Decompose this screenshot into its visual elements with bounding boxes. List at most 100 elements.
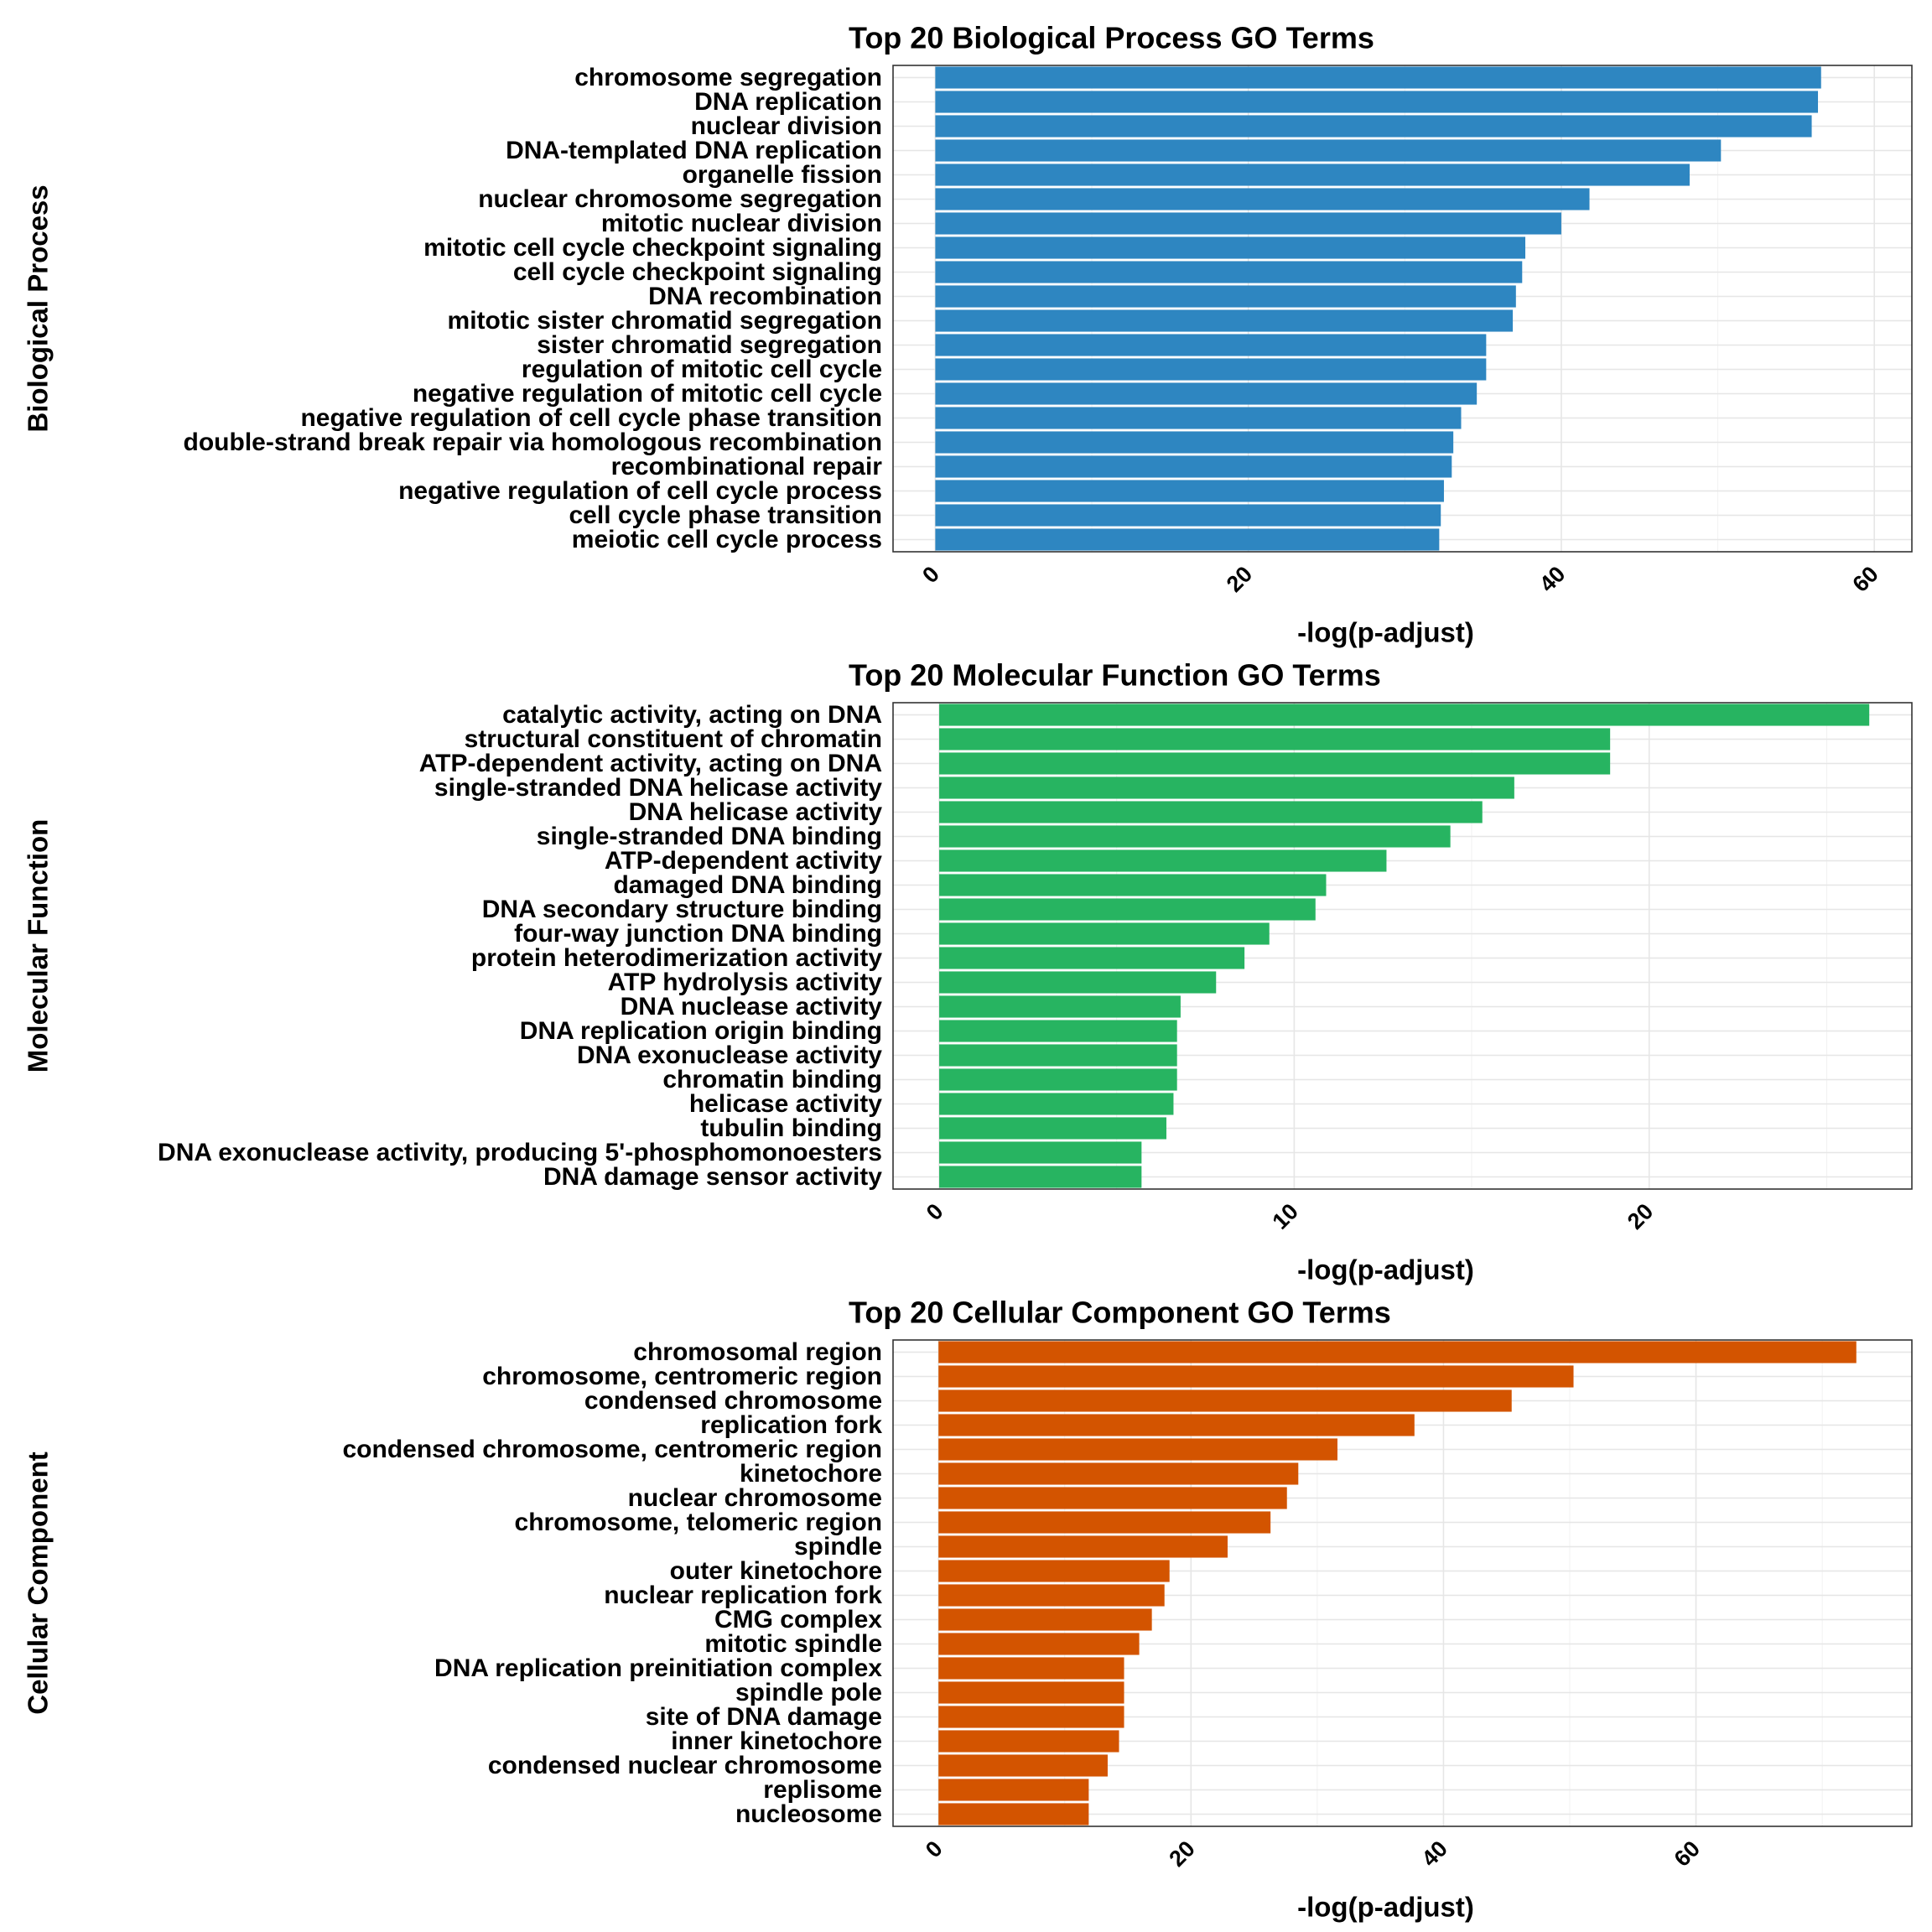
bar-mitotic-nuclear-division — [935, 212, 1561, 235]
category-label-dna-replication: DNA replication — [694, 88, 882, 116]
bar-spindle-pole — [938, 1681, 1124, 1704]
category-label-tubulin-binding: tubulin binding — [700, 1114, 882, 1142]
bar-damaged-dna-binding — [939, 874, 1327, 896]
panel-2-x-tick-label: 0 — [922, 1198, 948, 1225]
category-label-nucleosome: nucleosome — [735, 1800, 882, 1828]
bar-condensed-nuclear-chromosome — [938, 1754, 1108, 1777]
category-label-dna-templated-dna-replication: DNA-templated DNA replication — [506, 137, 882, 164]
category-label-atp-hydrolysis-activity: ATP hydrolysis activity — [608, 969, 883, 996]
panel-1-border — [892, 65, 1913, 553]
bar-chromosome-centromeric-region — [938, 1365, 1574, 1388]
bar-cell-cycle-checkpoint-signaling — [935, 261, 1523, 283]
category-label-protein-heterodimerization-activity: protein heterodimerization activity — [471, 944, 882, 972]
category-label-structural-constituent-of-chromatin: structural constituent of chromatin — [465, 725, 882, 753]
bar-dna-helicase-activity — [939, 801, 1483, 823]
bar-dna-recombination — [935, 285, 1516, 308]
panel-2-x-tick-label: 20 — [1623, 1198, 1658, 1233]
category-label-site-of-dna-damage: site of DNA damage — [646, 1703, 882, 1731]
category-label-catalytic-activity-acting-on-dna: catalytic activity, acting on DNA — [502, 701, 882, 729]
category-label-meiotic-cell-cycle-process: meiotic cell cycle process — [572, 526, 882, 553]
panel-1-y-axis-title: Biological Process — [23, 184, 54, 432]
bar-atp-dependent-activity-acting-on-dna — [939, 752, 1611, 775]
category-label-negative-regulation-of-cell-cycle-phase-transition: negative regulation of cell cycle phase … — [300, 404, 882, 432]
category-label-spindle-pole: spindle pole — [735, 1679, 882, 1706]
bar-dna-exonuclease-activity — [939, 1044, 1177, 1067]
category-label-mitotic-sister-chromatid-segregation: mitotic sister chromatid segregation — [448, 307, 882, 335]
category-label-double-strand-break-repair-via-homologous-recombination: double-strand break repair via homologou… — [184, 428, 882, 456]
bar-organelle-fission — [935, 164, 1690, 186]
category-label-nuclear-chromosome-segregation: nuclear chromosome segregation — [478, 185, 882, 213]
bar-spindle — [938, 1535, 1228, 1558]
bar-outer-kinetochore — [938, 1560, 1170, 1582]
bar-four-way-junction-dna-binding — [939, 922, 1270, 945]
category-label-four-way-junction-dna-binding: four-way junction DNA binding — [514, 920, 882, 948]
category-label-atp-dependent-activity: ATP-dependent activity — [605, 847, 882, 875]
panel-2-x-tick-label: 10 — [1268, 1198, 1303, 1233]
category-label-kinetochore: kinetochore — [740, 1460, 882, 1488]
bar-helicase-activity — [939, 1093, 1174, 1115]
panel-2-y-axis-title: Molecular Function — [23, 819, 54, 1073]
category-label-cmg-complex: CMG complex — [714, 1606, 882, 1633]
panel-3-x-tick-label: 40 — [1417, 1836, 1452, 1871]
bar-dna-damage-sensor-activity — [939, 1166, 1142, 1188]
panel-3-x-tick-label: 0 — [921, 1836, 948, 1862]
panel-3-x-tick-label: 20 — [1164, 1836, 1199, 1871]
panel-3-y-axis-title: Cellular Component — [23, 1452, 54, 1715]
bar-atp-dependent-activity — [939, 849, 1387, 872]
panel-1-x-tick-label: 40 — [1535, 561, 1570, 596]
category-label-nuclear-division: nuclear division — [691, 112, 882, 140]
bar-cmg-complex — [938, 1608, 1152, 1631]
bar-dna-replication-origin-binding — [939, 1020, 1177, 1042]
category-label-sister-chromatid-segregation: sister chromatid segregation — [537, 331, 882, 359]
bar-negative-regulation-of-mitotic-cell-cycle — [935, 382, 1478, 405]
category-label-cell-cycle-checkpoint-signaling: cell cycle checkpoint signaling — [513, 258, 882, 286]
category-label-negative-regulation-of-mitotic-cell-cycle: negative regulation of mitotic cell cycl… — [413, 380, 882, 408]
panel-1-title: Top 20 Biological Process GO Terms — [849, 21, 1374, 55]
category-label-dna-replication-preinitiation-complex: DNA replication preinitiation complex — [434, 1654, 882, 1682]
category-label-damaged-dna-binding: damaged DNA binding — [613, 871, 882, 899]
category-label-dna-secondary-structure-binding: DNA secondary structure binding — [482, 896, 882, 923]
category-label-single-stranded-dna-binding: single-stranded DNA binding — [537, 823, 882, 850]
bar-single-stranded-dna-helicase-activity — [939, 776, 1514, 799]
category-label-condensed-nuclear-chromosome: condensed nuclear chromosome — [488, 1752, 882, 1779]
category-label-dna-nuclease-activity: DNA nuclease activity — [621, 993, 883, 1021]
category-label-regulation-of-mitotic-cell-cycle: regulation of mitotic cell cycle — [522, 356, 882, 383]
bar-site-of-dna-damage — [938, 1706, 1124, 1728]
bar-replication-fork — [938, 1414, 1415, 1436]
bar-nuclear-division — [935, 115, 1812, 138]
category-label-cell-cycle-phase-transition: cell cycle phase transition — [569, 501, 883, 529]
category-label-dna-recombination: DNA recombination — [648, 283, 882, 310]
bar-nuclear-replication-fork — [938, 1584, 1165, 1607]
bar-structural-constituent-of-chromatin — [939, 728, 1611, 750]
category-label-dna-exonuclease-activity: DNA exonuclease activity — [577, 1041, 882, 1069]
bar-dna-replication — [935, 91, 1819, 113]
category-label-dna-damage-sensor-activity: DNA damage sensor activity — [543, 1163, 882, 1191]
panel-2-border — [892, 702, 1913, 1190]
bar-kinetochore — [938, 1462, 1299, 1485]
category-label-spindle: spindle — [794, 1533, 882, 1561]
bar-dna-secondary-structure-binding — [939, 898, 1316, 921]
category-label-chromosome-centromeric-region: chromosome, centromeric region — [482, 1363, 882, 1390]
category-label-outer-kinetochore: outer kinetochore — [670, 1557, 882, 1585]
category-label-chromosome-telomeric-region: chromosome, telomeric region — [515, 1509, 882, 1536]
category-label-replication-fork: replication fork — [700, 1411, 882, 1439]
category-label-mitotic-cell-cycle-checkpoint-signaling: mitotic cell cycle checkpoint signaling — [423, 234, 882, 262]
category-label-dna-helicase-activity: DNA helicase activity — [629, 798, 883, 826]
panel-3-border — [892, 1339, 1913, 1827]
panel-1-x-tick-label: 0 — [917, 561, 944, 588]
category-label-dna-exonuclease-activity-producing-5-phosphomonoesters: DNA exonuclease activity, producing 5'-p… — [158, 1139, 882, 1166]
bar-nucleosome — [938, 1803, 1089, 1826]
bar-sister-chromatid-segregation — [935, 334, 1487, 356]
bar-chromosomal-region — [938, 1341, 1857, 1363]
bar-dna-nuclease-activity — [939, 995, 1181, 1018]
category-label-mitotic-spindle: mitotic spindle — [704, 1630, 882, 1658]
category-label-inner-kinetochore: inner kinetochore — [671, 1727, 882, 1755]
panel-1-x-axis-title: -log(p-adjust) — [1297, 617, 1474, 648]
category-label-replisome: replisome — [763, 1776, 882, 1804]
bar-dna-replication-preinitiation-complex — [938, 1657, 1124, 1680]
category-label-chromatin-binding: chromatin binding — [662, 1066, 882, 1093]
bar-condensed-chromosome-centromeric-region — [938, 1438, 1337, 1461]
bar-tubulin-binding — [939, 1117, 1166, 1140]
